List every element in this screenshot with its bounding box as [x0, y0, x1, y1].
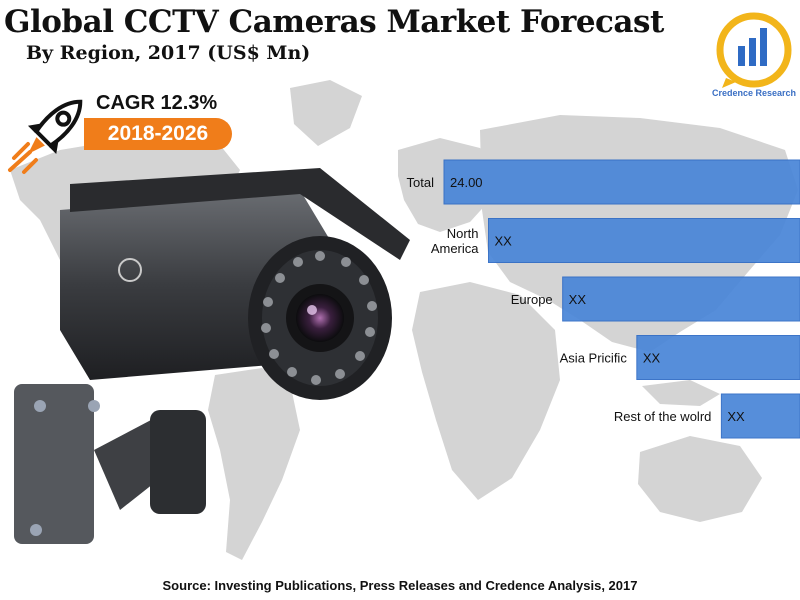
- bar-total: [443, 159, 800, 205]
- map-greenland: [290, 80, 362, 146]
- logo-mark-icon: [716, 12, 792, 88]
- bar-asia-pricific: [636, 335, 800, 380]
- category-label-europe: Europe: [511, 292, 553, 307]
- value-label-rest-of-the-wolrd: XX: [727, 409, 745, 424]
- value-label-europe: XX: [569, 292, 587, 307]
- logo-wordmark: Credence Research: [712, 88, 797, 98]
- cagr-period-badge: 2018-2026: [84, 118, 232, 150]
- page-subtitle: By Region, 2017 (US$ Mn): [26, 42, 311, 64]
- cctv-camera-image: [14, 168, 410, 544]
- bar-europe: [562, 276, 800, 322]
- value-label-north-america: XX: [495, 234, 513, 249]
- credence-research-logo: Credence Research: [712, 8, 796, 100]
- map-africa: [412, 282, 560, 500]
- page-title: Global CCTV Cameras Market Forecast: [4, 4, 664, 40]
- map-australia: [638, 436, 762, 522]
- rocket-icon: [8, 99, 83, 174]
- map-south-america: [208, 368, 300, 560]
- value-label-asia-pricific: XX: [643, 351, 661, 366]
- value-label-total: 24.00: [450, 175, 483, 190]
- category-label-asia-pricific: Asia Pricific: [560, 351, 628, 366]
- map-southeast-asia-islands: [642, 380, 720, 406]
- category-label-rest-of-the-wolrd: Rest of the wolrd: [614, 409, 712, 424]
- bar-north-america: [488, 218, 800, 263]
- category-label-north-america: America: [431, 241, 479, 256]
- category-label-total: Total: [407, 175, 435, 190]
- category-label-north-america: North: [447, 226, 479, 241]
- bar-rest-of-the-wolrd: [720, 393, 800, 439]
- source-footnote: Source: Investing Publications, Press Re…: [162, 578, 638, 593]
- cagr-value: CAGR 12.3%: [96, 92, 218, 114]
